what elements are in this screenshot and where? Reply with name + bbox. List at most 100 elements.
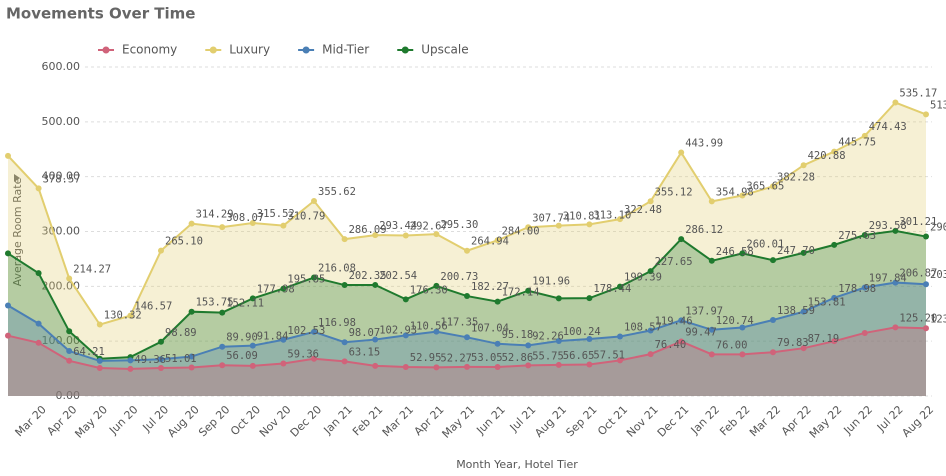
point [678,317,685,324]
data-label: 137.97 [685,305,723,317]
point [861,329,868,336]
point [739,324,746,331]
data-label: 314.29 [196,209,234,221]
point [586,295,593,302]
data-label: 98.07 [349,327,381,339]
point [96,321,103,328]
data-label: 53.05 [471,352,503,364]
data-label: 153.75 [196,297,234,309]
chart-title: Movements Over Time [6,5,196,23]
point [525,224,532,231]
point [127,357,134,364]
point [800,249,807,256]
data-label: 322.48 [624,204,662,216]
point [800,345,807,352]
legend-swatch [209,46,217,54]
point [586,361,593,368]
area [8,327,926,396]
data-label: 200.73 [440,271,478,283]
point [923,325,929,332]
data-label: 138.59 [777,305,815,317]
data-label: 202.35 [349,270,387,282]
point [525,287,532,294]
point [739,192,746,199]
data-label: 286.12 [685,224,723,236]
data-label: 172.14 [502,287,540,299]
point [188,353,195,360]
data-label: 56.09 [226,350,258,362]
data-label: 310.79 [287,211,325,223]
point [678,149,685,156]
point [525,362,532,369]
point [555,338,562,345]
point [372,336,379,343]
point [280,360,287,367]
point [158,338,164,345]
legend-swatch [302,46,310,54]
y-tick-label: 100.00 [42,334,81,347]
data-label: 55.75 [532,350,564,362]
point [188,308,195,315]
data-label: 310.81 [563,211,601,223]
point [5,250,11,257]
data-label: 443.99 [685,138,723,150]
data-label: 227.65 [655,256,693,268]
y-tick-label: 200.00 [42,279,81,292]
legend-label: Economy [122,43,177,57]
data-label: 292.67 [410,221,448,233]
point [770,183,776,190]
data-label: 98.89 [165,327,197,339]
point [402,296,409,303]
point [311,355,317,362]
point [249,342,256,349]
data-label: 125.20 [899,312,937,324]
data-label: 197.84 [869,273,907,285]
data-label: 176.30 [410,284,448,296]
point [831,294,838,301]
point [341,236,348,243]
data-label: 445.75 [838,137,876,149]
point [892,279,899,286]
point [831,241,838,248]
point [831,338,838,345]
point [892,227,899,234]
y-tick-label: 0.00 [56,389,81,402]
data-label: 146.57 [134,301,172,313]
y-tick-label: 400.00 [42,170,81,183]
point [280,336,287,343]
data-label: 355.62 [318,186,356,198]
data-label: 64.21 [73,346,105,358]
data-label: 301.21 [899,216,937,228]
data-label: 264.94 [471,236,509,248]
data-label: 216.08 [318,263,356,275]
point [35,339,42,346]
data-label: 51.01 [165,353,197,365]
point [5,332,11,339]
point [96,357,103,364]
data-label: 152.11 [226,298,264,310]
point [770,257,776,264]
data-label: 177.98 [257,283,295,295]
point [158,356,164,363]
data-label: 315.52 [257,208,295,220]
point [402,363,409,370]
point [770,349,776,356]
point [127,312,134,319]
point [617,333,623,340]
point [861,132,868,139]
point [647,351,654,358]
point [494,237,501,244]
data-label: 123.55 [930,313,946,325]
point [35,320,42,327]
point [188,220,195,227]
data-label: 56.65 [563,350,595,362]
axis-toggle[interactable] [14,174,20,182]
point [739,250,746,257]
data-label: 57.51 [593,349,625,361]
data-label: 99.47 [685,326,717,338]
data-label: 52.95 [410,352,442,364]
data-label: 265.10 [165,236,203,248]
data-label: 202.54 [379,270,417,282]
point [525,342,532,349]
data-label: 130.32 [104,310,142,322]
